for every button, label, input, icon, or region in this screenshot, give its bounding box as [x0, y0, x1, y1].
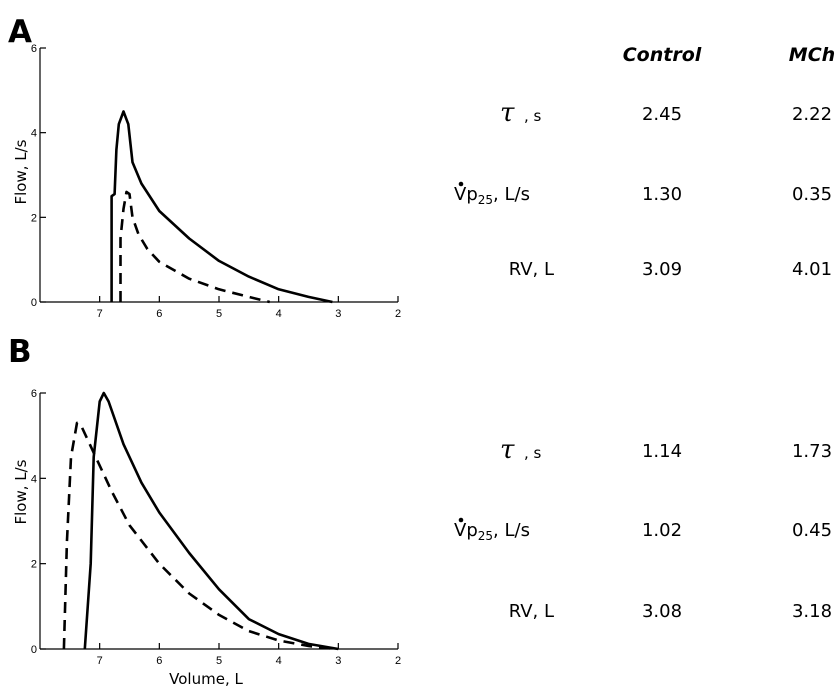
value-vp25-control-b: 1.02	[642, 520, 682, 541]
value-tau-mch-b: 1.73	[792, 441, 832, 462]
x-tick-label: 7	[97, 655, 103, 667]
x-tick-label: 2	[395, 655, 401, 667]
row-rv-b: RV, L 3.08 3.18	[509, 601, 832, 622]
y-tick-label: 2	[31, 559, 37, 571]
header-mch: MCh	[789, 44, 835, 66]
plot-a: 0 2 4 6 7 6 5 4 3 2	[31, 43, 401, 320]
x-axis-label-b: Volume, L	[169, 670, 243, 686]
y-axis-label-b: Flow, L/s	[12, 459, 30, 524]
rv-label: RV, L	[509, 601, 554, 622]
table-a: τ , s 2.45 2.22 Vp25, L/s 1.30 0.35 RV, …	[454, 98, 832, 280]
table-b: τ , s 1.14 1.73 Vp25, L/s 1.02 0.45 RV, …	[454, 435, 832, 622]
x-tick-label: 3	[335, 655, 341, 667]
row-vp25-a: Vp25, L/s 1.30 0.35	[454, 181, 832, 207]
tau-symbol: τ	[500, 435, 515, 465]
tau-symbol: τ	[500, 98, 515, 128]
x-tick-label: 5	[216, 308, 222, 320]
dot-accent	[458, 181, 464, 187]
value-tau-mch-a: 2.22	[792, 104, 832, 125]
value-rv-mch-b: 3.18	[792, 601, 832, 622]
x-tick-label: 6	[156, 308, 162, 320]
vp25-label: Vp25, L/s	[454, 184, 530, 207]
x-tick-label: 4	[276, 308, 282, 320]
vp25-label: Vp25, L/s	[454, 520, 530, 543]
x-tick-label: 7	[97, 308, 103, 320]
x-tick-label: 2	[395, 308, 401, 320]
y-tick-label: 6	[31, 43, 37, 55]
y-tick-label: 4	[31, 473, 37, 485]
y-axis-label-a: Flow, L/s	[12, 139, 30, 204]
value-tau-control-b: 1.14	[642, 441, 682, 462]
rv-label: RV, L	[509, 259, 554, 280]
value-vp25-mch-a: 0.35	[792, 184, 832, 205]
row-tau-b: τ , s 1.14 1.73	[500, 435, 832, 465]
x-tick-label: 4	[276, 655, 282, 667]
y-tick-label: 2	[31, 212, 37, 224]
dot-accent	[458, 517, 464, 523]
row-tau-a: τ , s 2.45 2.22	[500, 98, 832, 128]
value-rv-control-a: 3.09	[642, 259, 682, 280]
value-rv-control-b: 3.08	[642, 601, 682, 622]
series-line-dashed	[62, 421, 336, 651]
value-vp25-mch-b: 0.45	[792, 520, 832, 541]
tau-unit: , s	[524, 444, 542, 462]
series-line-solid	[83, 391, 339, 651]
panel-label-a: A	[8, 14, 32, 50]
value-tau-control-a: 2.45	[642, 104, 682, 125]
header-control: Control	[623, 44, 702, 66]
value-rv-mch-a: 4.01	[792, 259, 832, 280]
row-rv-a: RV, L 3.09 4.01	[509, 259, 832, 280]
series-line-solid	[110, 110, 333, 304]
panel-label-b: B	[8, 334, 32, 370]
value-vp25-control-a: 1.30	[642, 184, 682, 205]
y-tick-label: 6	[31, 388, 37, 400]
y-tick-label: 0	[31, 297, 37, 309]
plot-b: 0 2 4 6 7 6 5 4 3 2	[31, 388, 401, 667]
x-tick-label: 6	[156, 655, 162, 667]
series-line-dashed	[119, 190, 271, 304]
y-tick-label: 0	[31, 644, 37, 656]
row-vp25-b: Vp25, L/s 1.02 0.45	[454, 517, 832, 543]
x-tick-label: 5	[216, 655, 222, 667]
x-tick-label: 3	[335, 308, 341, 320]
y-tick-label: 4	[31, 128, 37, 140]
tau-unit: , s	[524, 107, 542, 125]
